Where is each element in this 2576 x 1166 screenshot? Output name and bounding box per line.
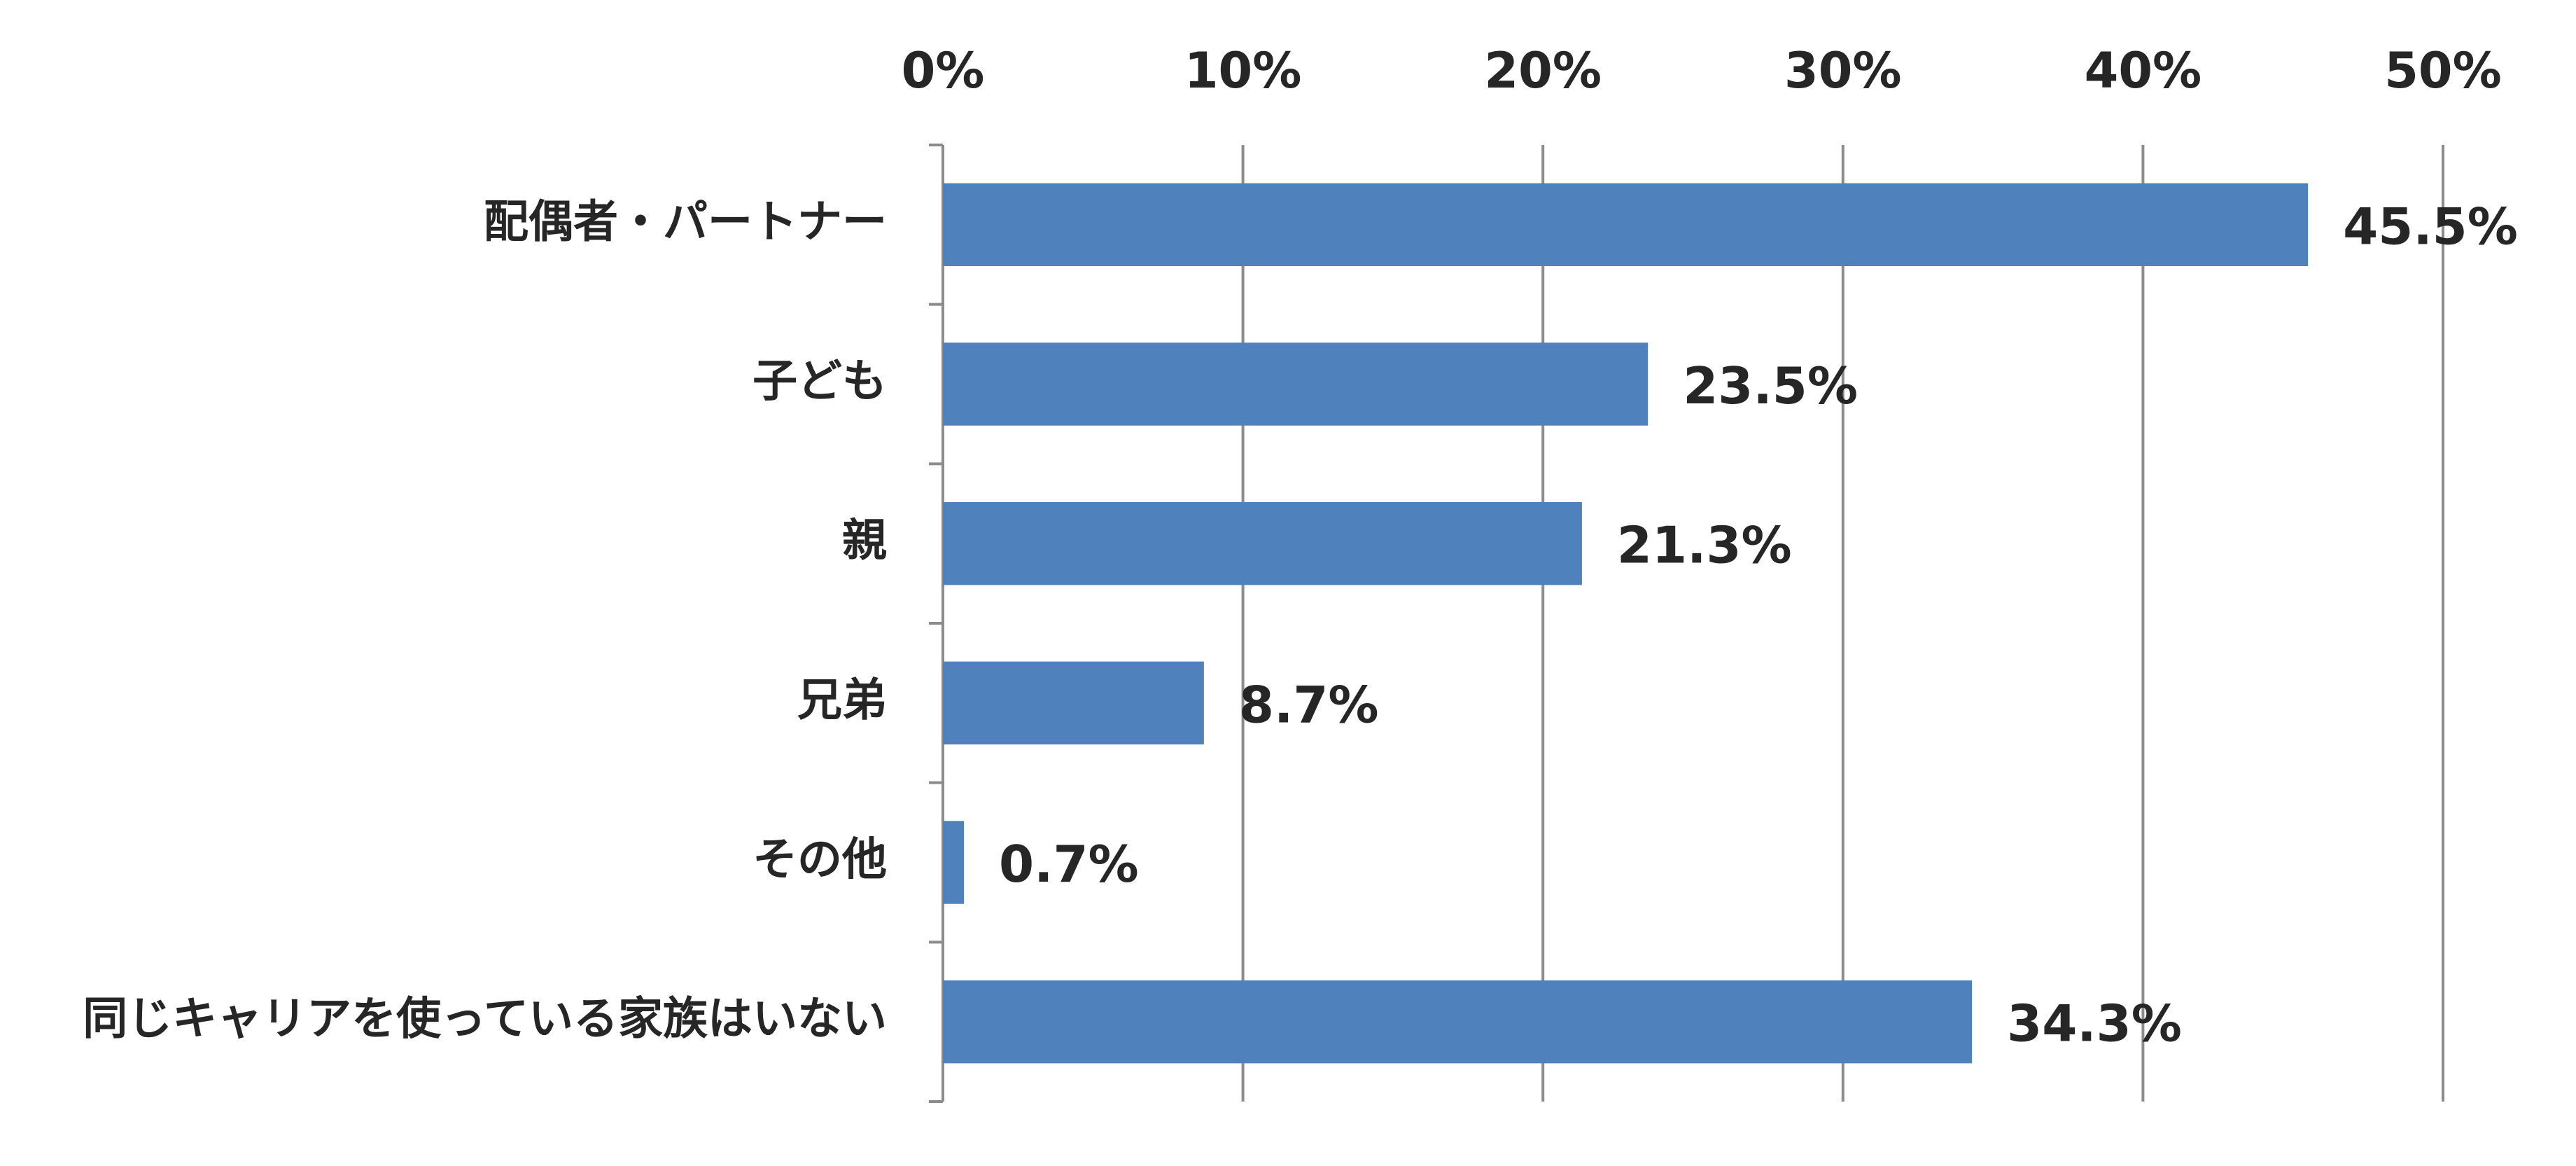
data-label: 8.7%	[1239, 675, 1379, 734]
x-tick-label: 40%	[2085, 42, 2202, 99]
y-tick-label: その他	[752, 834, 887, 886]
data-label: 21.3%	[1617, 516, 1792, 575]
bar	[943, 821, 965, 904]
y-tick-label: 配偶者・パートナー	[484, 196, 887, 248]
bar	[943, 501, 1582, 585]
bar	[943, 661, 1204, 745]
y-tick-label: 兄弟	[797, 674, 887, 726]
x-tick-label: 20%	[1484, 42, 1602, 99]
y-tick-label: 同じキャリアを使っている家族はいない	[83, 994, 887, 1046]
x-tick-label: 50%	[2384, 42, 2502, 99]
bar	[943, 342, 1648, 426]
y-tick-label: 親	[842, 515, 887, 567]
data-label: 0.7%	[999, 835, 1139, 894]
data-label: 23.5%	[1683, 356, 1858, 415]
x-tick-label: 30%	[1784, 42, 1902, 99]
data-label: 34.3%	[2007, 994, 2182, 1053]
bar	[943, 183, 2309, 267]
x-tick-label: 10%	[1184, 42, 1302, 99]
bar	[943, 980, 1973, 1064]
data-label: 45.5%	[2343, 197, 2518, 256]
x-tick-label: 0%	[902, 42, 985, 99]
y-tick-label: 子ども	[752, 356, 887, 408]
